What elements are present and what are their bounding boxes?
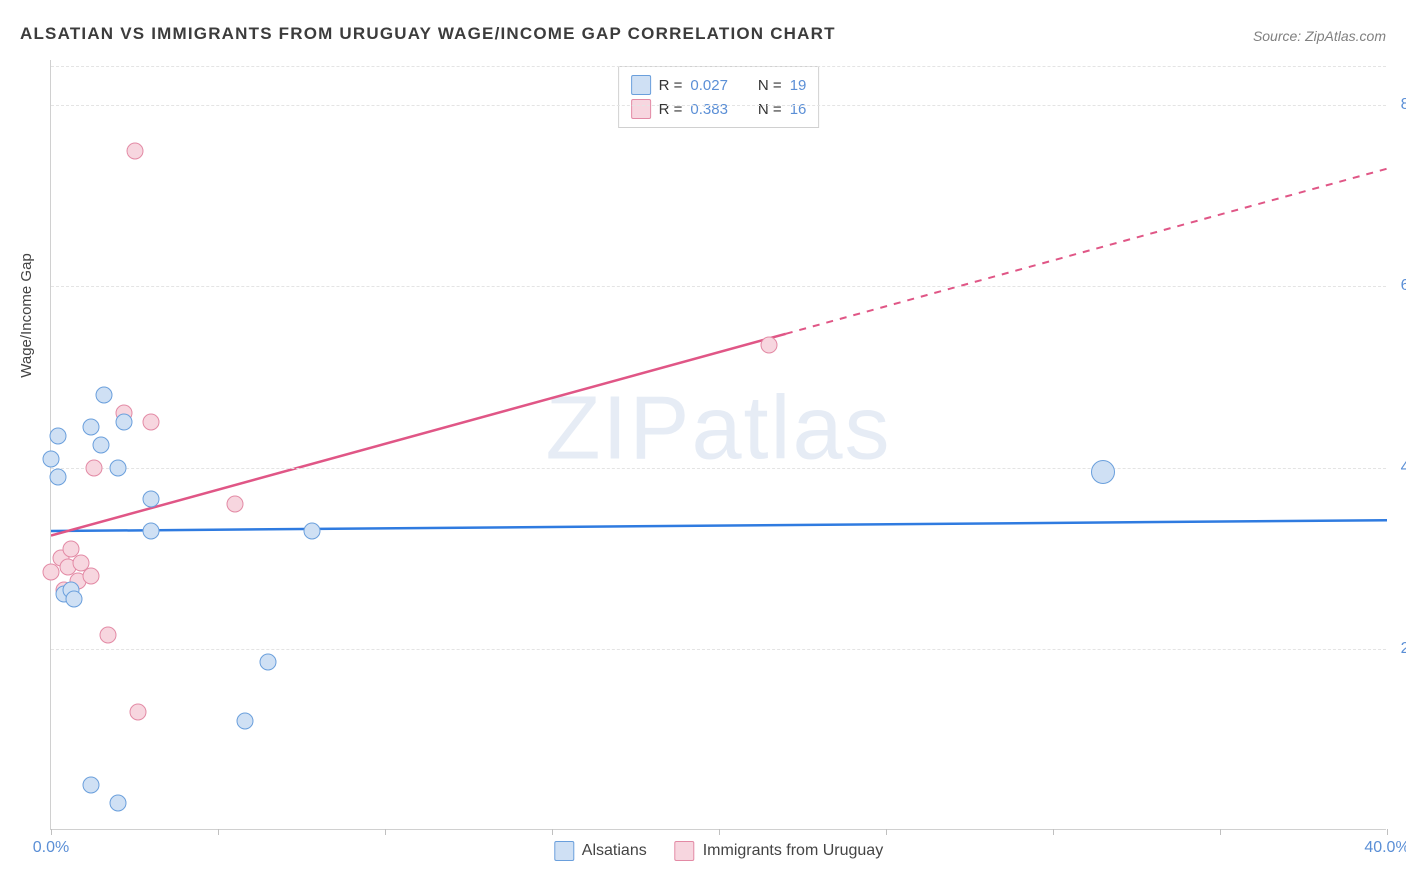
data-point <box>109 459 126 476</box>
legend-label: Alsatians <box>582 842 647 860</box>
y-tick-label: 20.0% <box>1391 640 1406 658</box>
data-point <box>83 568 100 585</box>
gridline <box>51 105 1386 106</box>
data-point <box>99 627 116 644</box>
x-tick-label: 40.0% <box>1364 839 1406 857</box>
plot-area: ZIPatlas R =0.027N =19R =0.383N =16 Alsa… <box>50 60 1386 830</box>
data-point <box>49 468 66 485</box>
watermark: ZIPatlas <box>545 378 891 481</box>
x-tick-mark <box>218 829 219 835</box>
y-tick-label: 80.0% <box>1391 96 1406 114</box>
data-point <box>83 418 100 435</box>
x-tick-mark <box>385 829 386 835</box>
legend-item: Alsatians <box>554 841 647 861</box>
legend-swatch <box>631 75 651 95</box>
data-point <box>86 459 103 476</box>
data-point <box>96 387 113 404</box>
data-point <box>303 523 320 540</box>
legend-row: R =0.027N =19 <box>631 73 807 97</box>
x-tick-mark <box>1387 829 1388 835</box>
data-point <box>116 414 133 431</box>
x-tick-mark <box>1053 829 1054 835</box>
y-tick-label: 60.0% <box>1391 277 1406 295</box>
data-point <box>43 450 60 467</box>
data-point <box>129 704 146 721</box>
y-tick-label: 40.0% <box>1391 459 1406 477</box>
data-point <box>143 523 160 540</box>
x-tick-mark <box>1220 829 1221 835</box>
data-point <box>260 654 277 671</box>
data-point <box>93 437 110 454</box>
y-axis-label: Wage/Income Gap <box>18 253 35 378</box>
x-tick-mark <box>552 829 553 835</box>
gridline <box>51 66 1386 67</box>
data-point <box>143 491 160 508</box>
gridline <box>51 468 1386 469</box>
gridline <box>51 649 1386 650</box>
legend-label: Immigrants from Uruguay <box>703 842 884 860</box>
legend-row: R =0.383N =16 <box>631 97 807 121</box>
source-attribution: Source: ZipAtlas.com <box>1253 28 1386 44</box>
legend-correlation: R =0.027N =19R =0.383N =16 <box>618 66 820 128</box>
data-point <box>761 337 778 354</box>
data-point <box>126 142 143 159</box>
data-point <box>109 794 126 811</box>
legend-series: Alsatians Immigrants from Uruguay <box>554 841 883 861</box>
x-tick-label: 0.0% <box>33 839 69 857</box>
chart-title: ALSATIAN VS IMMIGRANTS FROM URUGUAY WAGE… <box>20 24 836 44</box>
data-point <box>143 414 160 431</box>
data-point <box>226 495 243 512</box>
legend-swatch <box>554 841 574 861</box>
trend-svg <box>51 60 1387 830</box>
data-point <box>1091 460 1115 484</box>
data-point <box>66 591 83 608</box>
legend-item: Immigrants from Uruguay <box>675 841 884 861</box>
x-tick-mark <box>51 829 52 835</box>
gridline <box>51 286 1386 287</box>
x-tick-mark <box>886 829 887 835</box>
legend-swatch <box>675 841 695 861</box>
legend-swatch <box>631 99 651 119</box>
x-tick-mark <box>719 829 720 835</box>
data-point <box>236 713 253 730</box>
data-point <box>49 427 66 444</box>
data-point <box>83 776 100 793</box>
